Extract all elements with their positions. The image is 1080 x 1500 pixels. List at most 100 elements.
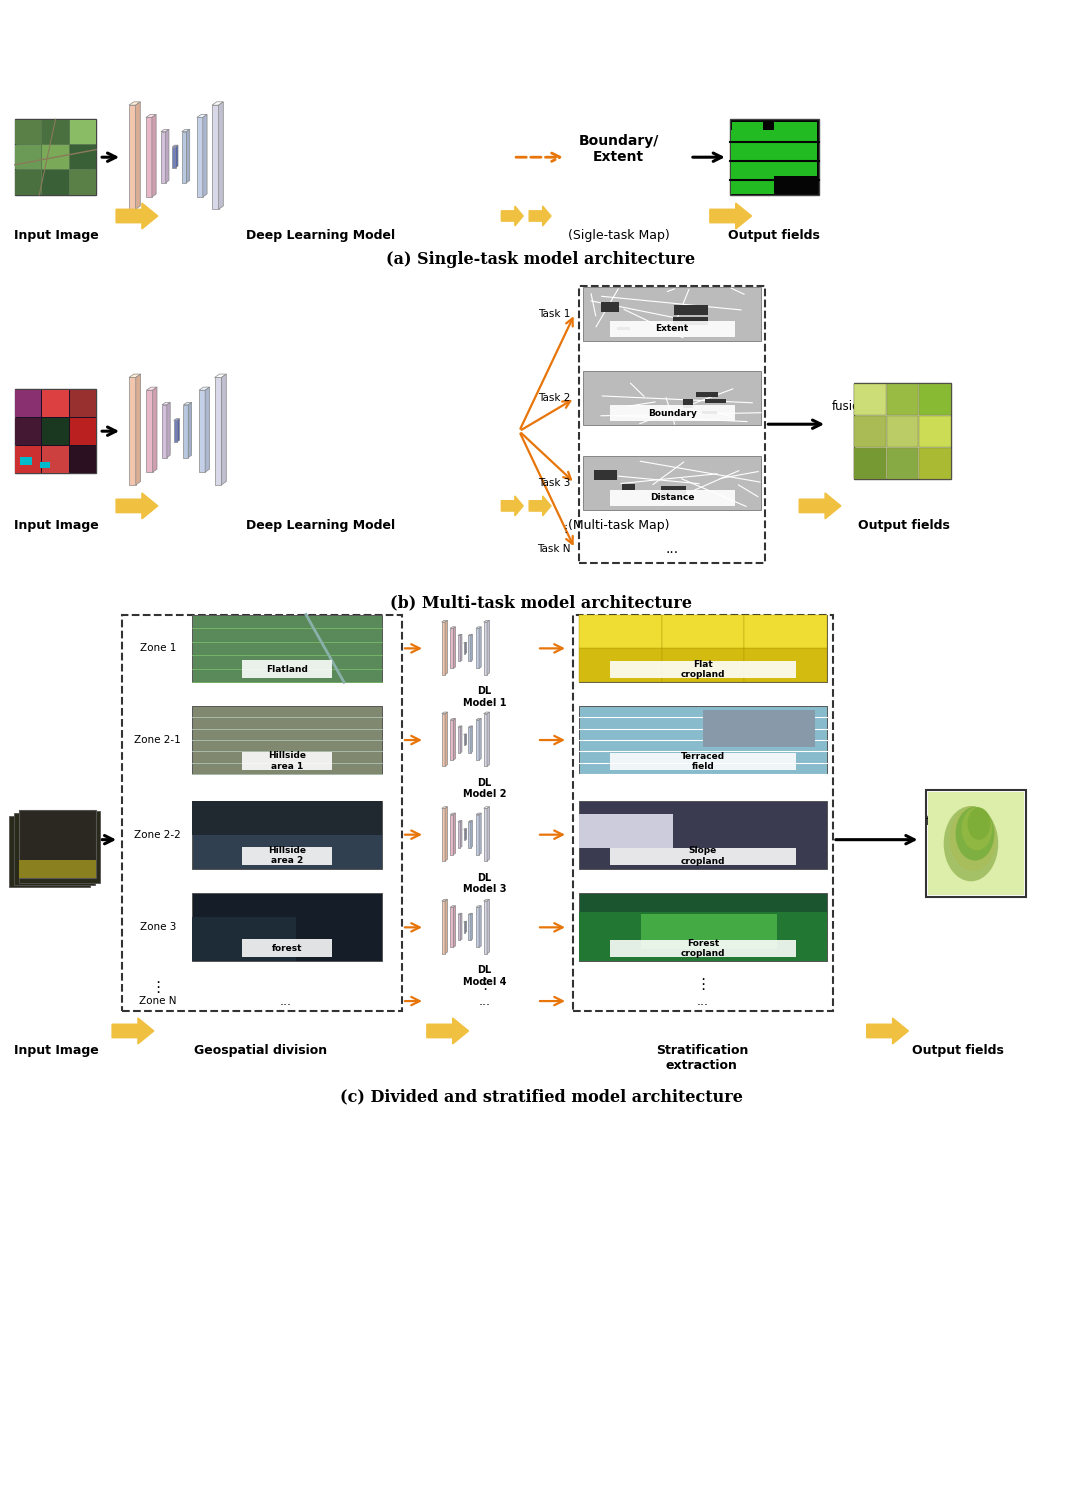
Bar: [191, 801, 382, 868]
Polygon shape: [162, 405, 166, 457]
Text: Hillside
area 2: Hillside area 2: [268, 846, 306, 865]
Bar: [242, 660, 332, 678]
Polygon shape: [469, 915, 471, 940]
Bar: [583, 456, 761, 510]
Polygon shape: [460, 634, 462, 662]
Polygon shape: [181, 129, 190, 132]
Polygon shape: [476, 906, 482, 908]
Bar: [191, 916, 296, 962]
Bar: [18, 810, 96, 877]
Polygon shape: [442, 714, 445, 766]
Polygon shape: [442, 622, 445, 675]
Polygon shape: [445, 621, 447, 675]
Bar: [191, 894, 382, 962]
Polygon shape: [454, 813, 456, 855]
Polygon shape: [463, 644, 465, 654]
Polygon shape: [199, 390, 205, 472]
Polygon shape: [476, 628, 480, 669]
Text: Input Image: Input Image: [14, 1044, 99, 1058]
Polygon shape: [450, 627, 456, 628]
Text: Hillside
area 1: Hillside area 1: [268, 752, 306, 771]
Bar: [42, 120, 68, 144]
Polygon shape: [197, 117, 203, 196]
Bar: [702, 411, 717, 414]
Polygon shape: [147, 390, 152, 472]
Bar: [919, 447, 950, 478]
Polygon shape: [487, 621, 489, 675]
Bar: [69, 120, 96, 144]
Polygon shape: [181, 132, 187, 183]
Polygon shape: [166, 402, 171, 457]
Polygon shape: [458, 728, 460, 753]
Bar: [730, 120, 819, 195]
Polygon shape: [476, 627, 482, 628]
Bar: [705, 399, 726, 402]
Polygon shape: [203, 114, 207, 196]
Polygon shape: [458, 636, 460, 662]
Bar: [673, 316, 707, 326]
Text: Deep Learning Model: Deep Learning Model: [246, 519, 395, 532]
Text: Zone 3: Zone 3: [139, 922, 176, 933]
Bar: [854, 384, 886, 414]
Polygon shape: [442, 807, 447, 808]
Polygon shape: [487, 712, 489, 766]
Polygon shape: [136, 102, 140, 210]
Polygon shape: [480, 718, 482, 760]
Polygon shape: [476, 815, 480, 855]
Polygon shape: [463, 735, 465, 746]
Bar: [731, 122, 762, 153]
Polygon shape: [427, 1019, 469, 1044]
Polygon shape: [471, 634, 472, 662]
Ellipse shape: [961, 807, 993, 850]
Text: Boundary/
Extent: Boundary/ Extent: [578, 134, 659, 165]
Polygon shape: [480, 906, 482, 948]
Bar: [242, 752, 332, 770]
Bar: [15, 390, 96, 472]
Text: Flatland: Flatland: [266, 664, 308, 674]
Bar: [609, 490, 734, 506]
Bar: [610, 940, 796, 957]
Bar: [609, 405, 734, 422]
Polygon shape: [476, 908, 480, 948]
Polygon shape: [469, 636, 471, 662]
Polygon shape: [484, 902, 487, 954]
Polygon shape: [529, 496, 551, 516]
Text: Task N: Task N: [538, 543, 571, 554]
Text: ...: ...: [478, 994, 490, 1008]
Polygon shape: [161, 132, 165, 183]
Text: Boundary: Boundary: [648, 410, 697, 419]
Polygon shape: [445, 712, 447, 766]
Bar: [610, 753, 796, 770]
Bar: [579, 615, 827, 682]
Text: DL
Model 1: DL Model 1: [462, 686, 507, 708]
Bar: [602, 302, 619, 312]
Bar: [610, 847, 796, 864]
Text: Output fields: Output fields: [728, 230, 821, 242]
Bar: [744, 648, 827, 682]
Polygon shape: [129, 374, 140, 378]
Polygon shape: [465, 828, 467, 840]
Polygon shape: [484, 622, 487, 675]
Bar: [42, 171, 68, 195]
Bar: [609, 321, 734, 336]
Polygon shape: [480, 627, 482, 669]
Polygon shape: [442, 902, 445, 954]
Bar: [617, 327, 630, 330]
Polygon shape: [480, 813, 482, 855]
Text: DL
Model 2: DL Model 2: [462, 778, 507, 800]
Text: Task 2: Task 2: [539, 393, 571, 404]
Polygon shape: [454, 906, 456, 948]
Polygon shape: [218, 102, 224, 210]
Polygon shape: [471, 821, 472, 848]
Polygon shape: [529, 206, 551, 226]
Text: Geospatial division: Geospatial division: [194, 1044, 327, 1058]
Bar: [579, 648, 662, 682]
Polygon shape: [484, 808, 487, 861]
Bar: [661, 486, 686, 495]
Polygon shape: [187, 129, 190, 183]
Bar: [594, 471, 618, 480]
Text: DL
Model 4: DL Model 4: [462, 964, 507, 987]
Bar: [731, 129, 773, 194]
Text: forest: forest: [271, 944, 302, 952]
Text: Task 3: Task 3: [539, 478, 571, 488]
